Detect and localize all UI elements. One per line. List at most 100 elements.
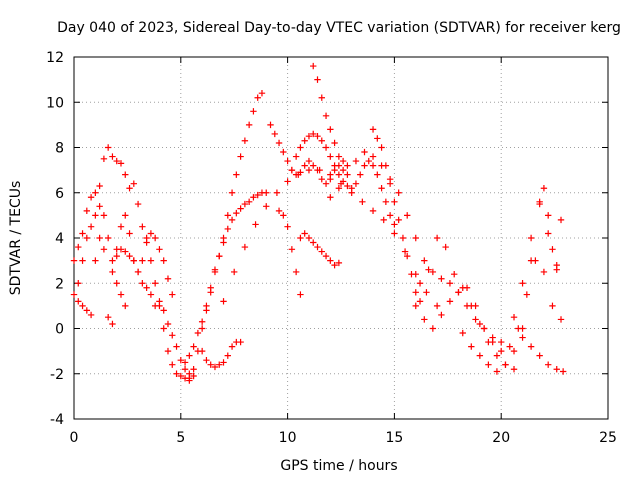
- data-point: [536, 352, 543, 359]
- data-point: [143, 284, 150, 291]
- data-point: [75, 280, 82, 287]
- data-point: [297, 169, 304, 176]
- data-point: [198, 318, 206, 325]
- data-point: [557, 316, 565, 323]
- y-tick-labels: -4 -2 0 2 4 6 8 10 12: [46, 50, 64, 428]
- data-point: [117, 160, 125, 167]
- data-point: [245, 198, 253, 205]
- data-point: [284, 178, 291, 185]
- data-point: [198, 347, 206, 355]
- data-point: [186, 375, 193, 382]
- y-tick-label: 6: [55, 186, 64, 202]
- data-point: [126, 252, 133, 260]
- data-point: [177, 372, 184, 380]
- data-point: [231, 268, 238, 276]
- data-point: [224, 352, 231, 359]
- data-point: [412, 302, 419, 310]
- series-arc-g: [198, 338, 244, 371]
- data-point: [404, 252, 411, 260]
- data-point: [429, 268, 437, 276]
- data-point: [472, 316, 479, 323]
- data-point: [117, 291, 125, 298]
- data-point: [476, 320, 484, 328]
- data-point: [237, 338, 244, 346]
- data-point: [327, 126, 334, 133]
- data-point: [301, 162, 308, 169]
- data-point: [160, 307, 167, 314]
- data-point: [190, 343, 197, 350]
- data-point: [361, 148, 368, 156]
- data-point: [92, 212, 99, 219]
- y-tick-label: -2: [50, 367, 64, 383]
- data-point: [70, 257, 78, 264]
- data-point: [339, 178, 347, 185]
- data-point: [241, 243, 249, 251]
- data-point: [498, 338, 505, 346]
- data-point: [502, 361, 509, 368]
- data-point: [297, 291, 304, 298]
- data-point: [139, 257, 146, 264]
- grid-lines: [74, 57, 608, 419]
- data-point: [480, 325, 488, 332]
- series-arc-f: [181, 189, 270, 366]
- series-arc-e: [186, 90, 266, 382]
- data-point: [190, 366, 197, 373]
- data-point: [211, 266, 219, 273]
- data-point: [177, 356, 184, 364]
- data-point: [335, 185, 343, 192]
- data-point: [139, 223, 146, 230]
- data-point: [228, 216, 236, 224]
- data-point: [374, 135, 381, 142]
- data-point: [395, 216, 402, 224]
- data-point: [510, 347, 518, 355]
- data-point: [284, 157, 291, 165]
- y-axis-label: SDTVAR / TECUs: [8, 181, 24, 296]
- data-point: [297, 234, 304, 242]
- data-point: [339, 157, 347, 165]
- data-point: [109, 153, 116, 160]
- series-arc-m: [297, 230, 343, 269]
- data-point: [194, 329, 202, 337]
- data-point: [391, 198, 398, 205]
- data-point: [399, 234, 407, 242]
- series-arc-q: [416, 198, 560, 373]
- data-point: [327, 194, 334, 201]
- y-tick-label: 2: [55, 276, 64, 292]
- data-point: [553, 261, 560, 269]
- data-point: [169, 291, 176, 298]
- x-tick-label: 10: [279, 430, 297, 446]
- data-point: [126, 185, 133, 192]
- data-point: [305, 166, 313, 174]
- series-arc-c: [70, 234, 129, 328]
- data-point: [122, 302, 129, 310]
- data-point: [331, 261, 338, 269]
- data-point: [506, 343, 513, 350]
- data-point: [75, 298, 82, 305]
- data-point: [263, 189, 270, 196]
- data-point: [359, 198, 366, 205]
- data-point: [423, 289, 430, 296]
- data-point: [416, 298, 424, 305]
- data-point: [203, 356, 210, 364]
- data-point: [527, 257, 535, 264]
- data-point: [241, 137, 249, 144]
- data-point: [228, 343, 236, 350]
- data-point: [322, 180, 330, 187]
- data-point: [126, 230, 133, 237]
- data-point: [160, 325, 167, 332]
- data-point: [305, 157, 313, 165]
- data-point: [339, 166, 347, 174]
- data-point: [134, 200, 142, 208]
- data-point: [160, 257, 167, 264]
- data-point: [96, 203, 103, 210]
- data-point: [369, 207, 377, 215]
- data-point: [92, 189, 99, 196]
- data-point: [335, 171, 343, 178]
- data-point: [459, 284, 466, 291]
- data-point: [173, 343, 180, 350]
- data-point: [327, 153, 334, 160]
- data-point: [540, 268, 548, 276]
- data-point: [318, 94, 325, 101]
- data-point: [284, 223, 291, 230]
- data-point: [549, 246, 556, 253]
